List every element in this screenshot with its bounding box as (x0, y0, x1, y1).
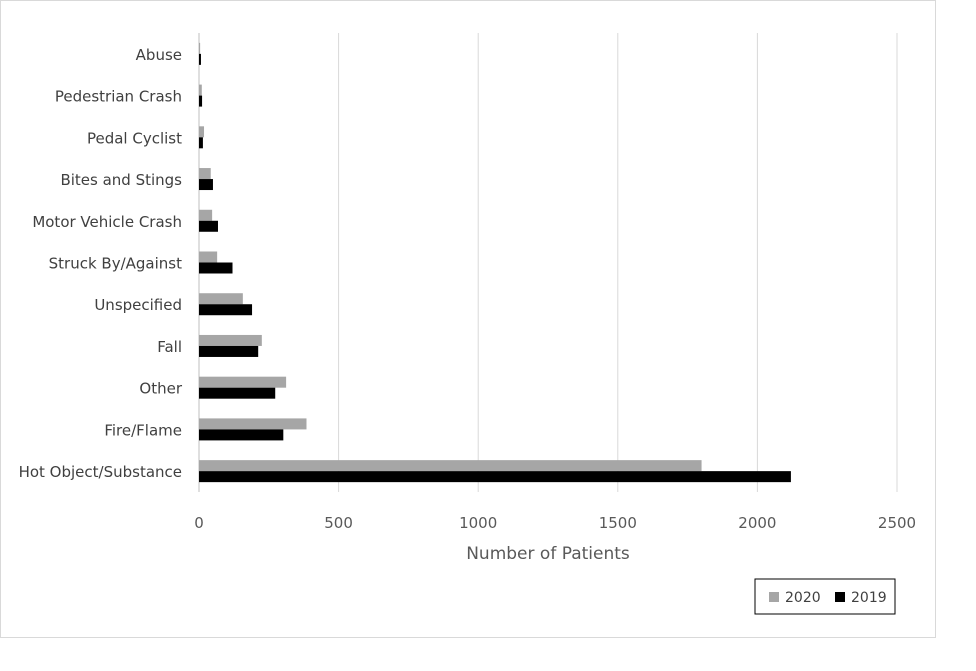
category-label: Abuse (136, 46, 182, 64)
bar-2020 (199, 209, 213, 221)
bar-2019 (199, 429, 284, 441)
bar-2020 (199, 418, 307, 430)
bar-2020 (199, 293, 243, 305)
legend-swatch-2020 (769, 592, 779, 602)
bar-2019 (199, 179, 213, 191)
bar-2019 (199, 53, 201, 65)
x-tick-label: 0 (194, 514, 204, 532)
bar-2019 (199, 95, 203, 107)
bar-2020 (199, 126, 205, 138)
category-label: Fall (157, 338, 182, 356)
bar-2019 (199, 220, 218, 232)
x-tick-labels: 0 500 1000 1500 2000 2500 (194, 514, 916, 532)
bar-2020 (199, 168, 211, 180)
x-tick-label: 500 (324, 514, 353, 532)
x-tick-label: 1000 (459, 514, 497, 532)
category-label: Motor Vehicle Crash (32, 213, 182, 231)
bar-2020 (199, 42, 201, 54)
bar-2019 (199, 387, 276, 399)
x-axis-title: Number of Patients (466, 544, 630, 564)
gridlines (198, 33, 898, 492)
category-label: Bites and Stings (60, 171, 182, 189)
x-tick-label: 2000 (738, 514, 776, 532)
bar-2019 (199, 345, 259, 357)
bar-2019 (199, 137, 203, 149)
category-label: Struck By/Against (49, 255, 182, 273)
bar-2020 (199, 251, 218, 263)
bar-2019 (199, 304, 253, 316)
category-label: Pedal Cyclist (87, 129, 182, 147)
x-tick-label: 2500 (878, 514, 916, 532)
bar-2019 (199, 262, 233, 274)
category-label: Hot Object/Substance (19, 463, 182, 481)
category-label: Unspecified (94, 296, 182, 314)
legend-label-2020: 2020 (785, 590, 821, 606)
category-label: Pedestrian Crash (55, 88, 182, 106)
x-tick-label: 1500 (599, 514, 637, 532)
legend-label-2019: 2019 (851, 590, 887, 606)
legend: 2020 2019 (754, 578, 896, 615)
legend-swatch-2019 (835, 592, 845, 602)
bar-2019 (199, 471, 791, 483)
chart-border (0, 0, 936, 638)
category-label: Other (139, 380, 182, 398)
category-labels: Hot Object/Substance Fire/Flame Other Fall U… (19, 46, 183, 481)
bar-2020 (199, 334, 262, 346)
bars (199, 42, 791, 483)
bar-2020 (199, 84, 202, 96)
bar-2020 (199, 460, 702, 472)
bar-2020 (199, 376, 287, 388)
category-label: Fire/Flame (104, 421, 182, 439)
